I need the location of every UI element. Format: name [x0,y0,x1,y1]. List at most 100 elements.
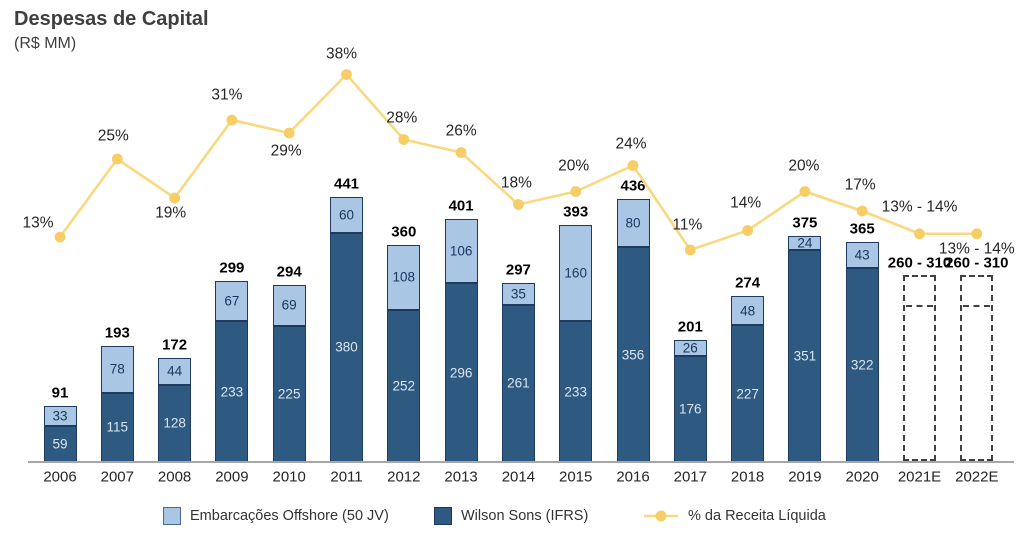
bar-segment-offshore [43,406,77,427]
x-axis-label: 2006 [43,468,77,486]
bar-total-label: 441 [333,175,360,192]
percent-value-label: 26% [445,121,477,139]
bar-segment-wilson [158,384,192,462]
wilson-value-label: 176 [679,401,702,417]
percent-line-marker [971,228,983,240]
bar-segment-wilson [444,283,478,462]
bar-total-label: 365 [849,220,875,238]
bar-segment-wilson [215,321,249,462]
x-axis-label: 2014 [501,468,536,486]
bar-total-label: 91 [51,384,69,402]
bar-total-label: 294 [276,263,302,281]
percent-line [58,72,977,252]
wilson-swatch-icon [434,507,452,525]
percent-value-label: 19% [155,204,187,222]
percent-value-label: 31% [211,86,243,104]
x-axis-label: 2011 [330,468,363,486]
percent-line-marker [856,205,868,217]
wilson-value-label: 233 [564,383,587,399]
wilson-value-label: 59 [52,436,68,452]
bar-segment-wilson [501,304,535,462]
offshore-value-label: 106 [449,243,473,259]
percent-line-marker [513,199,524,210]
percent-value-label: 20% [788,156,820,174]
bar-segment-wilson [272,326,306,462]
percent-value-label: 18% [500,173,532,191]
estimate-range-label: 260 - 310 [887,254,952,272]
wilson-value-label: 356 [621,346,645,362]
legend-item-pct-line: % da Receita Líquida [643,506,826,526]
bar-segment-offshore [272,284,306,327]
bar-segment-offshore [215,280,249,322]
x-axis-line [28,461,1014,463]
offshore-value-label: 67 [224,293,240,309]
percent-line-marker [627,160,639,171]
offshore-value-label: 35 [510,286,526,302]
offshore-value-label: 78 [109,361,125,377]
bar-segment-wilson [559,321,593,462]
percent-value-label: 28% [386,108,418,126]
bar-segment-offshore [100,345,134,393]
percent-value-label: 17% [844,176,876,194]
wilson-value-label: 261 [507,375,530,391]
offshore-value-label: 60 [338,206,355,222]
percent-line-marker [914,228,925,240]
percent-line-marker [742,225,753,236]
legend-item-offshore: Embarcações Offshore (50 JV) [163,506,389,526]
bar-total-label: 172 [162,336,188,354]
bar-total-label: 393 [563,203,589,221]
percent-line-marker [169,192,181,204]
wilson-value-label: 252 [392,378,416,394]
x-axis-label: 2016 [616,468,650,486]
percent-value-label: 13% - 14% [881,198,958,215]
percent-line-marker [398,134,410,145]
estimate-range-bar [960,274,994,461]
percent-value-label: 20% [558,156,590,174]
bar-total-label: 297 [505,261,531,279]
percent-value-label: 25% [97,127,129,145]
x-axis-label: 2019 [788,468,822,486]
bar-segment-wilson [100,392,134,462]
percent-line-marker [684,244,696,256]
wilson-value-label: 296 [449,364,473,380]
bar-segment-offshore [158,358,192,385]
percent-value-label: 11% [672,216,703,234]
percent-line-marker [799,186,811,197]
estimate-range-label: 260 - 310 [945,254,1009,272]
percent-value-label: 13% - 14% [938,240,1015,257]
bar-total-label: 299 [219,259,245,277]
percent-line-marker [570,186,582,197]
x-axis-label: 2021E [897,468,942,486]
percent-line-marker [283,127,295,139]
x-axis-label: 2007 [100,468,134,486]
offshore-value-label: 44 [167,363,183,379]
bar-total-label: 274 [735,274,761,292]
chart-title: Despesas de Capital [14,8,209,30]
bar-segment-wilson [387,309,421,462]
bar-segment-offshore [731,296,765,326]
percent-value-label: 14% [730,193,762,211]
bar-segment-wilson [673,355,707,462]
bar-total-label: 193 [104,324,130,342]
percent-line-marker [226,114,238,126]
line-marker-icon [644,510,678,522]
wilson-value-label: 233 [220,383,244,399]
offshore-value-label: 43 [854,246,870,262]
offshore-value-label: 48 [740,302,756,318]
x-axis-label: 2015 [559,468,593,486]
x-axis-label: 2009 [215,468,249,486]
offshore-value-label: 26 [682,340,698,356]
x-axis-label: 2020 [845,468,879,486]
bar-segment-offshore [673,340,707,356]
bar-segment-wilson [845,267,879,462]
offshore-value-label: 24 [797,235,813,251]
legend-wilson-label: Wilson Sons (IFRS) [461,508,589,524]
wilson-value-label: 227 [736,385,759,401]
percent-value-label: 24% [615,134,647,152]
bar-total-label: 401 [448,197,474,215]
bar-total-label: 201 [677,318,703,336]
percent-line-marker [455,147,467,158]
bar-segment-wilson [616,247,650,462]
estimate-range-bar [903,274,936,461]
